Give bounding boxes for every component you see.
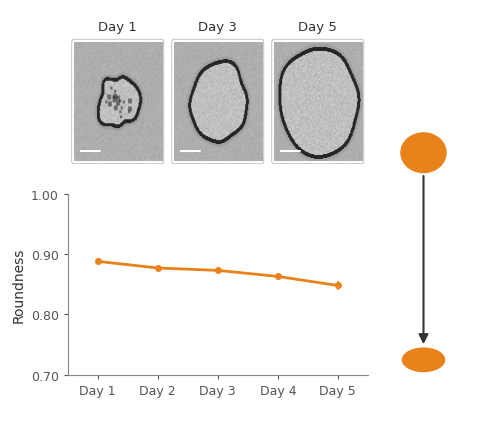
Text: Day 1: Day 1 <box>98 21 137 34</box>
Text: Day 3: Day 3 <box>198 21 237 34</box>
Y-axis label: Roundness: Roundness <box>11 247 25 322</box>
Text: Day 5: Day 5 <box>299 21 337 34</box>
